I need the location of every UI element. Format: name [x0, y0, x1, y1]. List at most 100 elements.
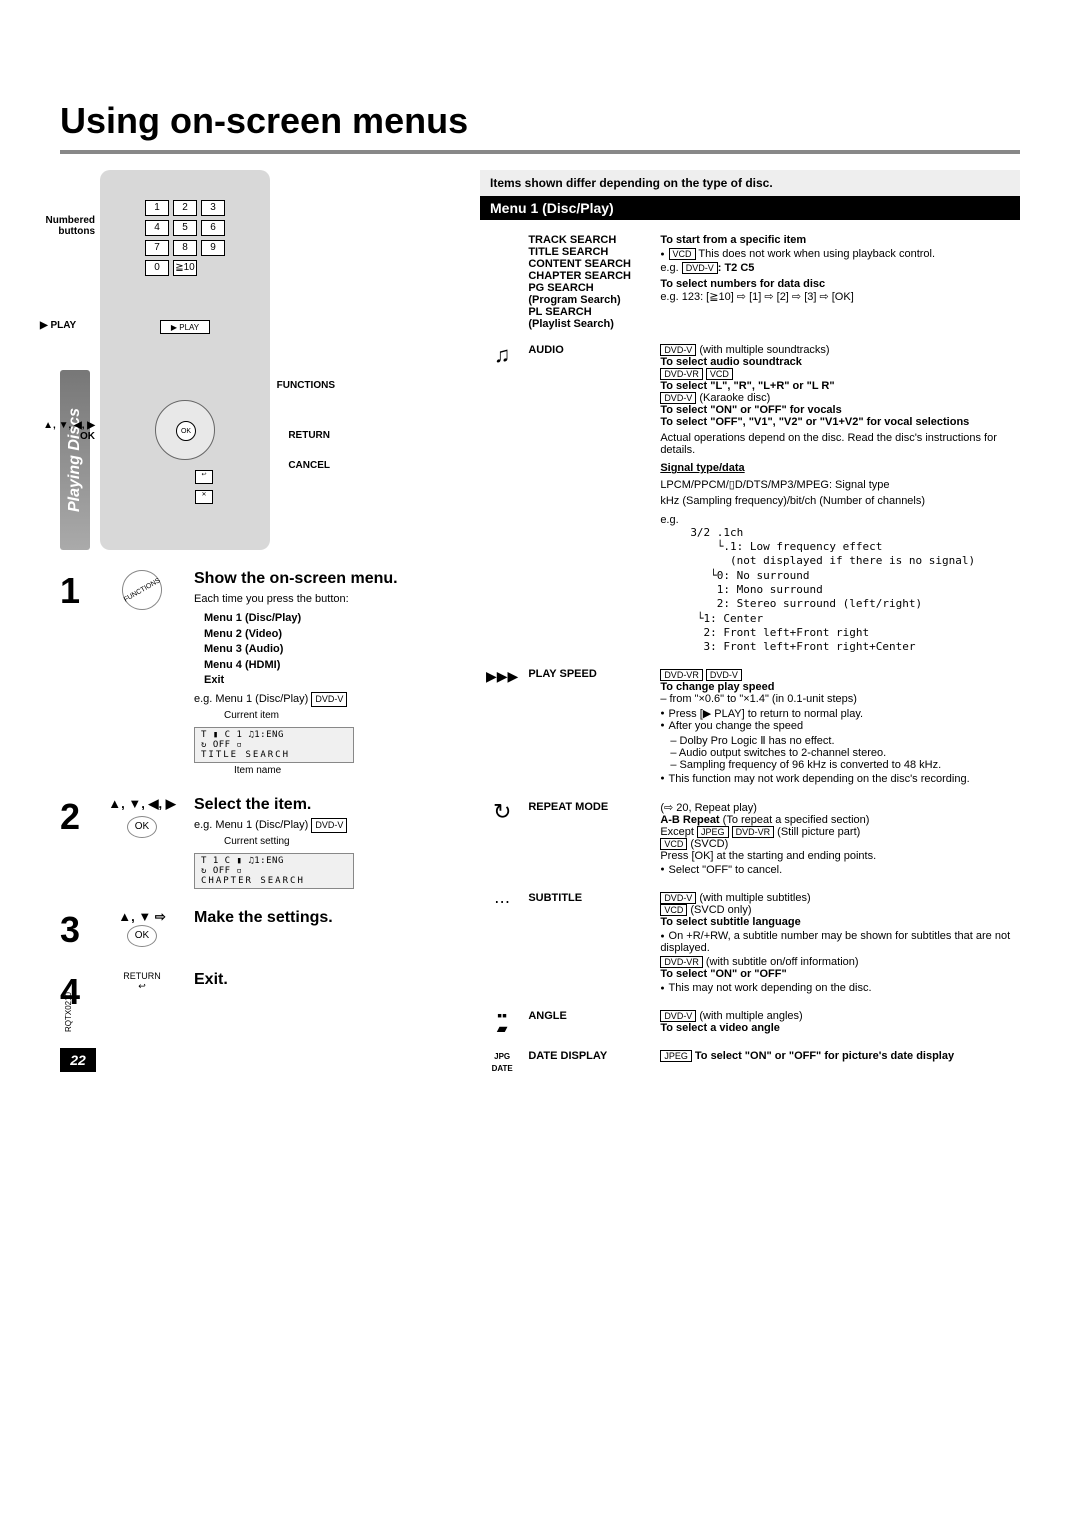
step3-title: Make the settings. — [194, 909, 450, 927]
label-functions: FUNCTIONS — [277, 380, 335, 391]
search-labels: TRACK SEARCH TITLE SEARCH CONTENT SEARCH… — [524, 228, 654, 336]
tag-dvdv-r1: DVD-V — [682, 262, 718, 274]
tag-rp2: DVD-VR — [732, 826, 775, 838]
step1-eg: e.g. Menu 1 (Disc/Play) — [194, 694, 308, 706]
menu-table: TRACK SEARCH TITLE SEARCH CONTENT SEARCH… — [480, 226, 1020, 1082]
remote-illustration: Numbered buttons 1 2 3 4 5 6 7 8 9 0 ≧10… — [100, 170, 270, 550]
sig1: LPCM/PPCM/▯D/DTS/MP3/MPEG: Signal type — [660, 477, 1014, 494]
tag-st2: VCD — [660, 904, 687, 916]
a-t1: (with multiple soundtracks) — [696, 344, 829, 356]
step1-sub: Each time you press the button: — [194, 592, 450, 607]
step1-list: Menu 1 (Disc/Play) Menu 2 (Video) Menu 3… — [204, 611, 450, 688]
ok-icon2: OK — [135, 930, 149, 941]
divider — [60, 150, 1020, 154]
key-7: 7 — [145, 240, 169, 256]
date-icon: JPG DATE — [492, 1052, 513, 1073]
page-title: Using on-screen menus — [60, 100, 1020, 142]
step3-icon: ▲, ▼ ⇨ OK — [102, 909, 182, 951]
step1-osd: T ▮ C 1 ♫1:ENG ↻ OFF ▫ TITLE SEARCH — [194, 727, 354, 763]
key-4: 4 — [145, 220, 169, 236]
functions-icon: FUNCTIONS — [123, 577, 162, 603]
a-t7: Actual operations depend on the disc. Re… — [660, 432, 1014, 456]
sig2: kHz (Sampling frequency)/bit/ch (Number … — [660, 493, 1014, 510]
step2-num: 2 — [60, 796, 90, 889]
repeat-label: REPEAT MODE — [524, 795, 654, 884]
arrows-icon: ▲, ▼, ◀, ▶ — [102, 796, 182, 812]
step4-icon: RETURN ↩ — [102, 971, 182, 1013]
angle-icon: ▪▪▰ — [497, 1007, 508, 1036]
ok-icon: OK — [135, 821, 149, 832]
osd2-l3: CHAPTER SEARCH — [201, 876, 347, 886]
step2-title: Select the item. — [194, 796, 450, 814]
label-arrows: ▲, ▼, ◀, ▶ OK — [25, 420, 95, 442]
key-3: 3 — [201, 200, 225, 216]
subtitle-desc: DVD-V (with multiple subtitles) VCD (SVC… — [656, 886, 1018, 1002]
ok-button-ill: OK — [176, 421, 196, 441]
key-9: 9 — [201, 240, 225, 256]
doc-code: RQTX0210 — [64, 992, 73, 1032]
a-t6: To select "OFF", "V1", "V2" or "V1+V2" f… — [660, 416, 1014, 428]
step-4: 4 RETURN ↩ Exit. — [60, 971, 450, 1013]
step1-itemname: Item name — [234, 765, 450, 776]
key-6: 6 — [201, 220, 225, 236]
audio-desc: DVD-V (with multiple soundtracks) To sel… — [656, 338, 1018, 660]
a-t2: To select audio soundtrack — [660, 356, 1014, 368]
sig-eg: e.g. — [660, 514, 678, 526]
speed-desc: DVD-VR DVD-V To change play speed – from… — [656, 662, 1018, 792]
osd2-l2: ↻ OFF ▫ — [201, 866, 347, 876]
osd2-l1: T 1 C ▮ ♫1:ENG — [201, 856, 347, 866]
audio-icon: ♫ — [494, 342, 511, 367]
st-t1: (with multiple subtitles) — [696, 892, 810, 904]
rp-t1: (⇨ 20, Repeat play) — [660, 801, 1014, 814]
tag-dvdv: DVD-V — [311, 692, 347, 707]
dt-t1: To select "ON" or "OFF" for picture's da… — [692, 1050, 954, 1062]
step-3: 3 ▲, ▼ ⇨ OK Make the settings. — [60, 909, 450, 951]
r1-l5: e.g. 123: [≧10] ⇨ [1] ⇨ [2] ⇨ [3] ⇨ [OK] — [660, 290, 1014, 303]
rp-b1: Select "OFF" to cancel. — [660, 864, 1014, 876]
return-button-ill: ↩ — [195, 470, 213, 484]
osd1-l3: TITLE SEARCH — [201, 750, 347, 760]
tag-a3: VCD — [706, 368, 733, 380]
tag-dvdv2: DVD-V — [311, 818, 347, 833]
rp-exc: Except — [660, 826, 697, 838]
st-t2: To select subtitle language — [660, 916, 1014, 928]
a-t3: To select "L", "R", "L+R" or "L R" — [660, 380, 1014, 392]
key-8: 8 — [173, 240, 197, 256]
a-t4: (Karaoke disc) — [696, 392, 770, 404]
ang-t2: To select a video angle — [660, 1022, 1014, 1034]
r1-l3: e.g. — [660, 262, 681, 274]
r1-l1: To start from a specific item — [660, 234, 806, 246]
subtitle-icon: ⋯ — [494, 894, 510, 911]
numpad: 1 2 3 4 5 6 7 8 9 0 ≧10 — [145, 200, 225, 276]
tag-ang: DVD-V — [660, 1010, 696, 1022]
osd1-l1: T ▮ C 1 ♫1:ENG — [201, 730, 347, 740]
tag-s1: DVD-VR — [660, 669, 703, 681]
tag-vcd: VCD — [669, 248, 696, 260]
step-2: 2 ▲, ▼, ◀, ▶ OK Select the item. e.g. Me… — [60, 796, 450, 889]
play-button-ill: ▶ PLAY — [160, 320, 210, 334]
label-play: ▶ PLAY — [40, 320, 95, 331]
label-cancel: CANCEL — [288, 460, 330, 471]
key-0: 0 — [145, 260, 169, 276]
tag-st1: DVD-V — [660, 892, 696, 904]
tag-st3: DVD-VR — [660, 956, 703, 968]
st-t3: (with subtitle on/off information) — [703, 956, 859, 968]
r1-l3b: : T2 C5 — [718, 262, 755, 274]
s-d1: Dolby Pro Logic Ⅱ has no effect. — [670, 734, 1014, 747]
st-t4: To select "ON" or "OFF" — [660, 968, 1014, 980]
label-numbered: Numbered buttons — [40, 215, 95, 237]
s-t2: – from "×0.6" to "×1.4" (in 0.1-unit ste… — [660, 693, 1014, 705]
rp-svcd: (SVCD) — [687, 838, 728, 850]
speed-icon: ▶▶▶ — [486, 668, 518, 684]
audio-label: AUDIO — [524, 338, 654, 660]
step4-title: Exit. — [194, 971, 450, 989]
cancel-button-ill: ✕ — [195, 490, 213, 504]
step2-icon: ▲, ▼, ◀, ▶ OK — [102, 796, 182, 889]
s-d3: Sampling frequency of 96 kHz is converte… — [670, 759, 1014, 771]
angle-label: ANGLE — [524, 1004, 654, 1042]
label-return: RETURN — [288, 430, 330, 441]
r1-l4: To select numbers for data disc — [660, 278, 1014, 290]
key-5: 5 — [173, 220, 197, 236]
menu-header: Menu 1 (Disc/Play) — [480, 196, 1020, 220]
key-ge10: ≧10 — [173, 260, 197, 276]
